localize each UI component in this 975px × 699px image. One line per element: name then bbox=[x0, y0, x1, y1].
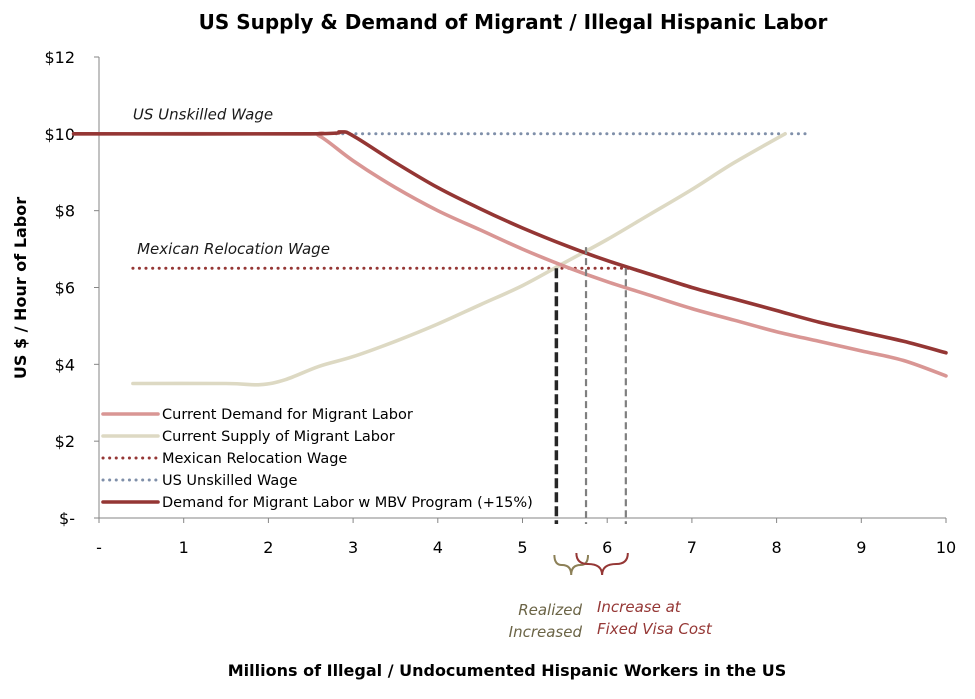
x-tick-label: 10 bbox=[936, 538, 956, 557]
y-tick-label: $- bbox=[59, 509, 75, 528]
x-tick-label: 7 bbox=[687, 538, 697, 557]
series-line-0 bbox=[71, 131, 948, 378]
brace-label-realized-line2: Increased bbox=[509, 623, 583, 641]
annotation-0: US Unskilled Wage bbox=[133, 106, 273, 124]
x-tick-label: - bbox=[96, 538, 102, 557]
y-tick-label: $4 bbox=[55, 355, 75, 374]
legend-label-1: Current Supply of Migrant Labor bbox=[162, 429, 395, 445]
y-tick-label: $2 bbox=[55, 432, 75, 451]
axes: $- $2 $4 $6 $8 $10 $12 - 1 2 3 4 5 6 7 8 9 10 bbox=[44, 48, 956, 557]
legend-label-4: Demand for Migrant Labor w MBV Program (… bbox=[162, 495, 533, 511]
x-tick-label: 1 bbox=[179, 538, 189, 557]
brace-label-fixed-line1: Increase at bbox=[597, 598, 682, 616]
legend-label-2: Mexican Relocation Wage bbox=[162, 451, 347, 467]
legend: Current Demand for Migrant Labor Current … bbox=[101, 407, 533, 511]
x-tick-label: 8 bbox=[772, 538, 782, 557]
x-tick-label: 2 bbox=[263, 538, 273, 557]
annotation-1: Mexican Relocation Wage bbox=[137, 240, 330, 258]
y-axis-title: US $ / Hour of Labor bbox=[11, 197, 30, 379]
chart-title: US Supply & Demand of Migrant / Illegal … bbox=[199, 10, 828, 34]
series-line-1 bbox=[131, 132, 787, 387]
series-layer bbox=[71, 130, 948, 387]
series-line-4 bbox=[71, 130, 948, 355]
y-tick-label: $6 bbox=[55, 279, 75, 298]
braces: Realized Increased Increase at Fixed Visa C… bbox=[509, 552, 713, 641]
x-tick-label: 4 bbox=[433, 538, 443, 557]
x-axis-title: Millions of Illegal / Undocumented Hispa… bbox=[228, 661, 787, 680]
x-tick-label: 9 bbox=[856, 538, 866, 557]
brace-label-fixed-line2: Fixed Visa Cost bbox=[597, 620, 713, 638]
brace-realized bbox=[553, 554, 590, 576]
brace-fixed-visa bbox=[575, 552, 629, 576]
x-tick-label: 3 bbox=[348, 538, 358, 557]
y-tick-label: $10 bbox=[44, 125, 75, 144]
legend-label-3: US Unskilled Wage bbox=[162, 473, 297, 489]
x-tick-label: 5 bbox=[517, 538, 527, 557]
x-tick-label: 6 bbox=[602, 538, 612, 557]
legend-label-0: Current Demand for Migrant Labor bbox=[162, 407, 413, 423]
y-tick-label: $12 bbox=[44, 48, 75, 67]
brace-label-realized-line1: Realized bbox=[518, 601, 582, 619]
annotations: US Unskilled Wage Mexican Relocation Wage bbox=[133, 106, 330, 258]
y-tick-label: $8 bbox=[55, 202, 75, 221]
reference-lines bbox=[554, 247, 627, 524]
